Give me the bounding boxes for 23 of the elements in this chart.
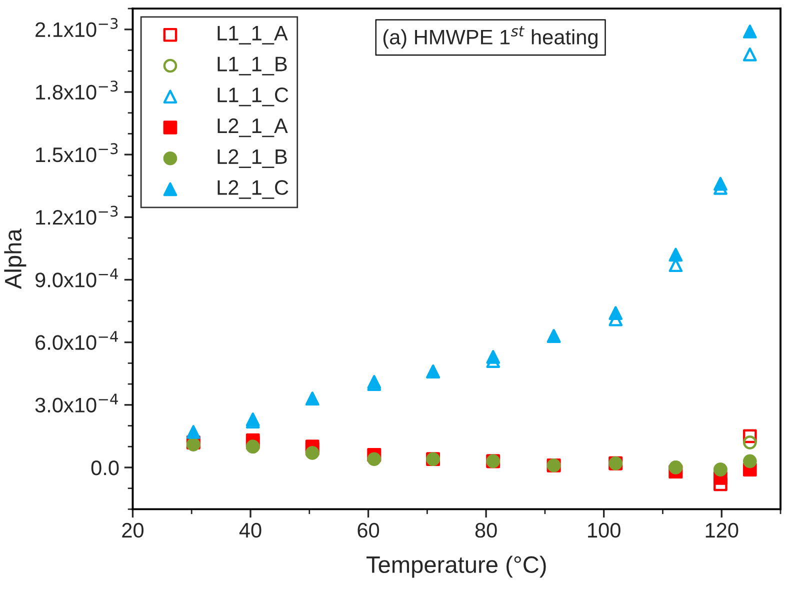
y-tick-label: 2.1x10$^{−3}$	[36, 18, 118, 38]
x-tick-label: 40	[239, 522, 262, 538]
x-axis-title: Temperature (°C)	[366, 556, 546, 578]
y-axis-title: Alpha	[4, 228, 26, 290]
x-tick-label: 60	[358, 522, 380, 538]
legend-label: L1_1_B	[218, 56, 287, 76]
annotation: (a) HMWPE 1$^{st}$ heating	[383, 26, 598, 49]
y-tick-label: 1.8x10$^{−3}$	[36, 80, 118, 100]
legend-label: L1_1_A	[218, 26, 288, 44]
x-tick-label: 80	[475, 522, 497, 538]
legend-label: L1_1_C	[218, 88, 288, 106]
y-tick-label: 9.0x10$^{−4}$	[36, 268, 118, 288]
legend-label: L2_1_B	[218, 149, 287, 168]
x-tick-label: 20	[122, 522, 144, 538]
y-tick-label: 1.5x10$^{−3}$	[36, 143, 118, 162]
y-tick-label: 1.2x10$^{−3}$	[36, 206, 118, 225]
x-tick-label: 100	[588, 522, 620, 538]
y-tick-label: 3.0x10$^{−4}$	[35, 394, 118, 412]
legend-label: L2_1_C	[218, 180, 288, 199]
y-tick-label: 6.0x10$^{−4}$	[36, 331, 118, 350]
legend-label: L2_1_A	[218, 118, 288, 138]
y-tick-label: 0.0	[91, 460, 119, 476]
x-tick-label: 120	[706, 522, 738, 538]
